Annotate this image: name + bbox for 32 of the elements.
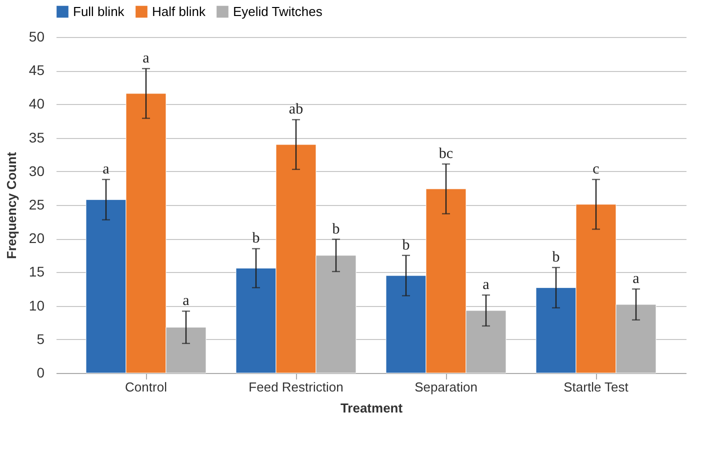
y-tick-label: 30 (28, 162, 45, 179)
annotation: bc (438, 146, 454, 162)
annotation: a (102, 161, 110, 178)
y-tick-label: 15 (28, 264, 45, 280)
x-tick-label: Control (125, 380, 168, 394)
y-tick-label: 45 (28, 62, 45, 78)
annotation: a (182, 293, 190, 310)
y-tick-label: 50 (28, 28, 45, 44)
x-tick-label: Separation (414, 380, 478, 394)
annotation: b (402, 237, 410, 254)
y-tick-label: 0 (36, 364, 45, 380)
annotation: a (142, 50, 150, 67)
y-tick-label: 35 (28, 129, 45, 146)
annotation: b (332, 221, 340, 238)
legend-label: Eyelid Twitches (233, 4, 323, 19)
y-tick-label: 25 (28, 196, 45, 212)
legend-label: Half blink (152, 4, 206, 19)
annotation: b (252, 230, 260, 247)
annotation: ab (288, 102, 304, 118)
x-tick-label: Startle Test (564, 380, 629, 394)
annotation: a (482, 277, 490, 294)
y-tick-label: 5 (36, 330, 45, 347)
y-tick-label: 40 (28, 96, 45, 112)
x-tick-label: Feed Restriction (248, 380, 344, 394)
annotation: b (552, 249, 560, 266)
y-tick-label: 20 (28, 230, 45, 246)
legend-label: Full blink (73, 4, 125, 19)
y-tick-label: 10 (28, 297, 45, 314)
annotation: a (632, 271, 640, 287)
x-axis-title: Treatment (340, 400, 404, 416)
y-axis-title: Frequency Count (4, 151, 19, 259)
annotation: c (592, 161, 600, 178)
